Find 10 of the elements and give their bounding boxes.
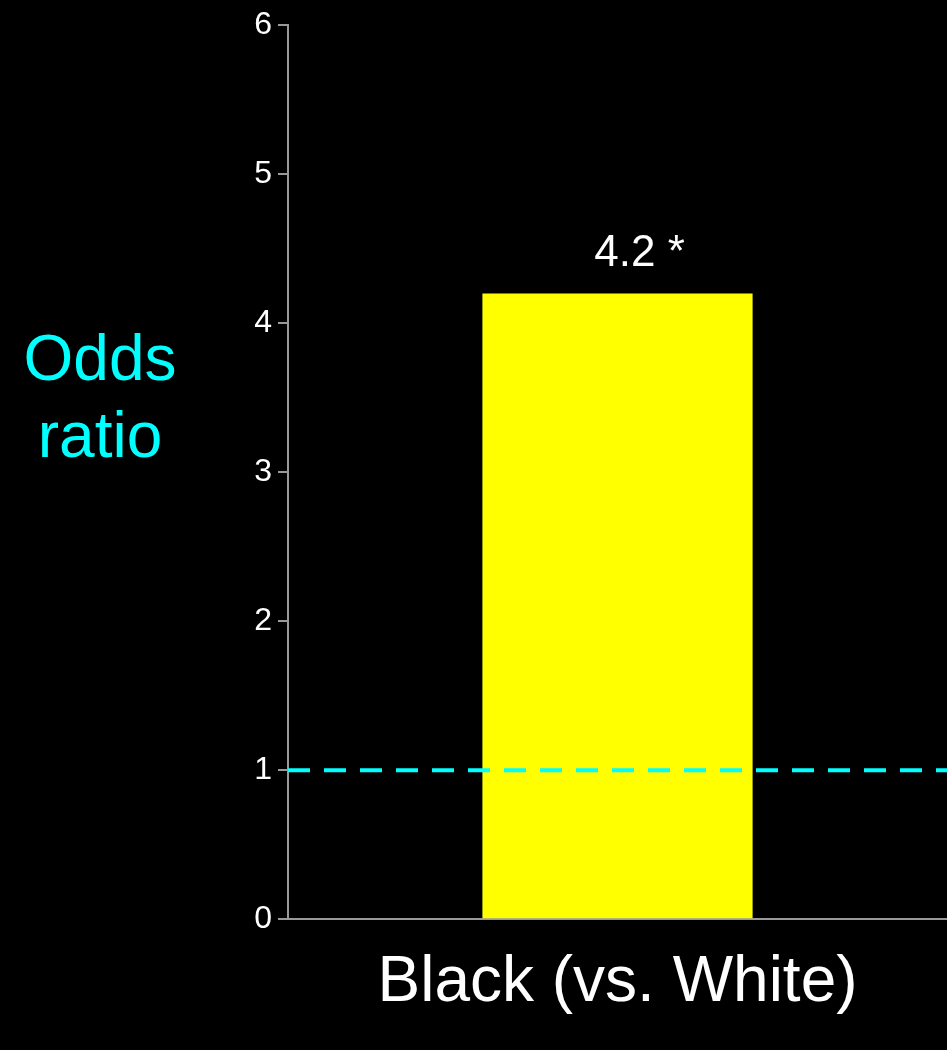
y-tick-label: 5	[254, 154, 272, 191]
y-tick-label: 1	[254, 750, 272, 787]
y-tick-label: 3	[254, 452, 272, 489]
y-axis-title: Odds ratio	[22, 321, 178, 473]
y-tick-label: 6	[254, 5, 272, 42]
y-tick-label: 2	[254, 601, 272, 638]
y-tick-label: 4	[254, 303, 272, 340]
x-tick-label: Black (vs. White)	[377, 943, 858, 1016]
data-label: 4.2 *	[594, 225, 685, 275]
y-tick-label: 0	[254, 899, 272, 936]
